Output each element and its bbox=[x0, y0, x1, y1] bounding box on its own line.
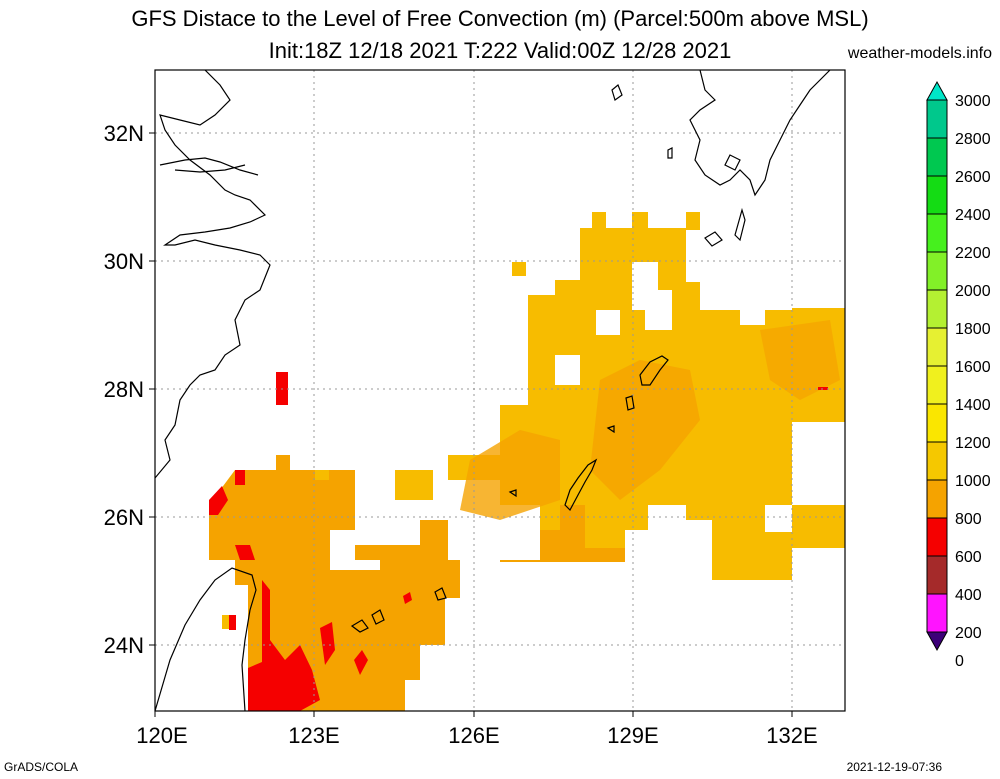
colorbar-swatch bbox=[926, 441, 948, 481]
colorbar-label: 400 bbox=[955, 587, 982, 604]
colorbar-swatch bbox=[926, 479, 948, 519]
colorbar-label: 600 bbox=[955, 549, 982, 566]
field-red-2 bbox=[235, 470, 245, 485]
colorbar-label: 2400 bbox=[955, 207, 991, 224]
colorbar-label: 0 bbox=[955, 653, 964, 670]
site-credit: weather-models.info bbox=[847, 45, 992, 62]
colorbar-label: 2600 bbox=[955, 169, 991, 186]
colorbar-label: 2200 bbox=[955, 245, 991, 262]
colorbar-swatch bbox=[926, 137, 948, 177]
colorbar-label: 1200 bbox=[955, 435, 991, 452]
lon-labels: 120E 123E 126E 129E 132E bbox=[136, 723, 817, 748]
colorbar-swatch bbox=[926, 99, 948, 139]
field-cell-b bbox=[395, 470, 433, 500]
graticule bbox=[155, 70, 845, 711]
field-gap-4 bbox=[596, 310, 620, 335]
colorbar-swatch bbox=[926, 365, 948, 405]
coast-china bbox=[155, 70, 271, 479]
field-cell-d bbox=[712, 562, 752, 580]
lat-label: 32N bbox=[104, 121, 144, 146]
lfc-field bbox=[209, 212, 845, 711]
colorbar-swatch bbox=[926, 593, 948, 633]
coast-okinawa bbox=[564, 458, 598, 511]
coast-small-3 bbox=[508, 489, 517, 498]
colorbar-bottom-arrow bbox=[926, 631, 948, 652]
lon-label: 126E bbox=[448, 723, 499, 748]
field-gap-8 bbox=[740, 290, 752, 305]
field-red-taiwan-east bbox=[248, 580, 320, 711]
coast-taiwan bbox=[155, 567, 257, 711]
lat-label: 30N bbox=[104, 249, 144, 274]
colorbar-swatch bbox=[926, 251, 948, 291]
coast-small-4 bbox=[667, 147, 673, 159]
coast-kyushu bbox=[689, 70, 831, 197]
colorbar-label: 1600 bbox=[955, 359, 991, 376]
coast-ishigaki bbox=[434, 587, 447, 601]
coast-tanegashima bbox=[704, 207, 746, 247]
colorbar-swatch bbox=[926, 403, 948, 443]
colorbar-label: 1000 bbox=[955, 473, 991, 490]
lat-label: 26N bbox=[104, 505, 144, 530]
lon-label: 120E bbox=[136, 723, 187, 748]
lat-labels: 32N 30N 28N 26N 24N bbox=[104, 121, 144, 658]
colorbar-label: 2800 bbox=[955, 131, 991, 148]
colorbar-swatch bbox=[926, 175, 948, 215]
footer-timestamp: 2021-12-19-07:36 bbox=[846, 760, 942, 774]
colorbar: 3000280026002400220020001800160014001200… bbox=[926, 80, 991, 670]
colorbar-swatch bbox=[926, 213, 948, 253]
colorbar-label: 1800 bbox=[955, 321, 991, 338]
map-subtitle: Init:18Z 12/18 2021 T:222 Valid:00Z 12/2… bbox=[268, 38, 732, 63]
colorbar-top-arrow bbox=[926, 80, 948, 101]
colorbar-label: 1400 bbox=[955, 397, 991, 414]
coastlines bbox=[155, 70, 831, 711]
colorbar-label: 800 bbox=[955, 511, 982, 528]
coast-amami bbox=[639, 355, 669, 386]
colorbar-swatch bbox=[926, 327, 948, 367]
colorbar-label: 2000 bbox=[955, 283, 991, 300]
lon-label: 132E bbox=[766, 723, 817, 748]
map-title: GFS Distace to the Level of Free Convect… bbox=[131, 6, 869, 31]
footer-credit: GrADS/COLA bbox=[4, 760, 79, 774]
colorbar-swatch bbox=[926, 555, 948, 595]
field-mottle-3 bbox=[760, 320, 840, 400]
field-red-4 bbox=[235, 545, 255, 560]
colorbar-label: 3000 bbox=[955, 93, 991, 110]
field-red-8 bbox=[403, 592, 412, 604]
field-red-7 bbox=[354, 650, 368, 675]
field-cell-c bbox=[315, 470, 329, 480]
field-gap-7 bbox=[765, 505, 792, 532]
lat-label: 28N bbox=[104, 377, 144, 402]
colorbar-swatch bbox=[926, 517, 948, 557]
colorbar-swatch bbox=[926, 289, 948, 329]
coast-kyushu-2 bbox=[724, 154, 741, 171]
tick-marks bbox=[149, 132, 793, 717]
lon-label: 123E bbox=[288, 723, 339, 748]
plot-frame bbox=[154, 69, 846, 712]
field-gap-6 bbox=[712, 285, 740, 310]
field-gap-3 bbox=[555, 355, 580, 385]
coast-yangtze bbox=[159, 157, 259, 176]
field-gap-1 bbox=[330, 515, 380, 560]
coast-small-2 bbox=[606, 425, 615, 434]
field-red-5 bbox=[229, 615, 236, 630]
field-red-6 bbox=[320, 622, 335, 665]
colorbar-label: 200 bbox=[955, 625, 982, 642]
lon-label: 129E bbox=[607, 723, 658, 748]
field-region-southwest bbox=[209, 455, 625, 711]
coast-small-1 bbox=[625, 395, 635, 411]
field-mottle-1 bbox=[590, 360, 700, 500]
coast-small-5 bbox=[611, 84, 623, 101]
field-cell-a bbox=[512, 262, 526, 276]
field-red-3 bbox=[209, 486, 228, 515]
coast-miyako bbox=[350, 609, 385, 633]
lat-label: 24N bbox=[104, 633, 144, 658]
field-mottle-2 bbox=[460, 430, 560, 520]
field-gap-5 bbox=[632, 262, 672, 330]
field-gap-2 bbox=[330, 560, 380, 570]
